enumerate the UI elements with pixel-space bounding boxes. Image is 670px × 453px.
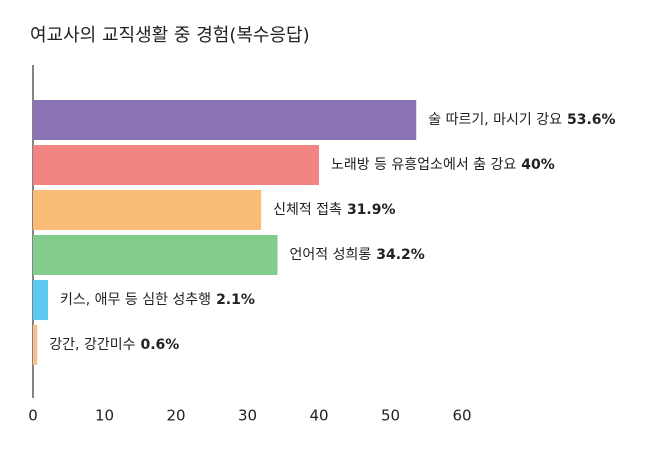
x-tick-label: 30	[238, 407, 257, 425]
bar	[33, 235, 278, 275]
category-label: 강간, 강간미수	[49, 337, 135, 353]
value-label: 31.9%	[347, 202, 396, 218]
value-label: 2.1%	[216, 292, 255, 308]
bar	[33, 145, 319, 185]
category-label: 언어적 성희롱	[290, 247, 372, 263]
bar	[33, 325, 38, 365]
bar-label: 신체적 접촉 31.9%	[273, 202, 395, 218]
category-label: 키스, 애무 등 심한 성추행	[60, 292, 211, 308]
x-tick-label: 40	[309, 407, 328, 425]
x-tick-label: 20	[166, 407, 185, 425]
x-tick-label: 10	[95, 407, 114, 425]
value-label: 40%	[521, 157, 555, 173]
bar-label: 술 따르기, 마시기 강요 53.6%	[428, 112, 615, 128]
x-tick-label: 60	[452, 407, 471, 425]
category-label: 노래방 등 유흥업소에서 춤 강요	[331, 157, 516, 173]
bar-label: 노래방 등 유흥업소에서 춤 강요 40%	[331, 157, 555, 173]
chart-title: 여교사의 교직생활 중 경험(복수응답)	[30, 25, 310, 46]
value-label: 53.6%	[567, 112, 616, 128]
x-tick-label: 50	[381, 407, 400, 425]
bar	[33, 190, 262, 230]
bar-label: 키스, 애무 등 심한 성추행 2.1%	[60, 292, 255, 308]
x-tick-label: 0	[28, 407, 38, 425]
bar	[33, 100, 417, 140]
category-label: 신체적 접촉	[273, 202, 342, 218]
bar-label: 언어적 성희롱 34.2%	[290, 247, 425, 263]
value-label: 34.2%	[376, 247, 425, 263]
bar	[33, 280, 49, 320]
value-label: 0.6%	[140, 337, 179, 353]
category-label: 술 따르기, 마시기 강요	[428, 112, 562, 128]
bar-label: 강간, 강간미수 0.6%	[49, 337, 179, 353]
